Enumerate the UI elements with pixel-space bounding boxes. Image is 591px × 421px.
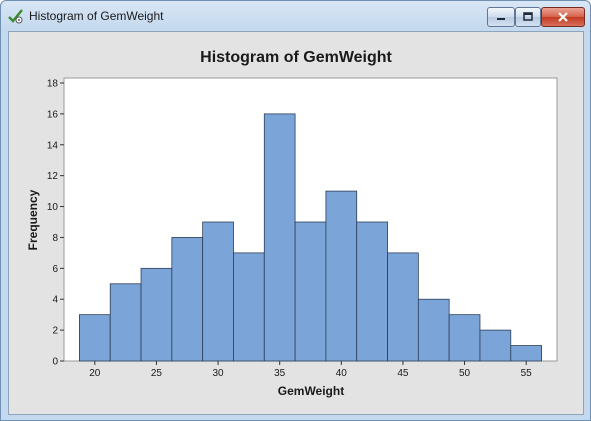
histogram-bar — [387, 252, 419, 362]
y-tick-label: 8 — [52, 233, 58, 244]
close-button[interactable] — [541, 7, 585, 27]
x-tick-label: 20 — [89, 368, 101, 379]
histogram-bar — [233, 252, 265, 362]
y-axis: 0 2 4 6 8 10 12 14 16 18 — [47, 79, 64, 368]
x-tick-label: 40 — [336, 368, 348, 379]
histogram-bar — [140, 267, 173, 362]
window-title: Histogram of GemWeight — [29, 9, 164, 23]
histogram-bar — [479, 329, 512, 362]
histogram-bar — [263, 113, 296, 362]
x-tick-label: 30 — [213, 368, 225, 379]
histogram-bar — [79, 314, 111, 362]
x-tick-label: 25 — [151, 368, 163, 379]
histogram-bar — [356, 221, 388, 362]
histogram-bar — [202, 221, 234, 362]
histogram-bar — [171, 237, 204, 362]
graph-client-area: Histogram of GemWeight 0 2 4 6 8 10 12 14 16 18 2… — [8, 31, 584, 415]
minimize-icon — [497, 18, 505, 20]
y-tick-label: 0 — [52, 357, 58, 368]
histogram-bar — [417, 298, 450, 362]
x-tick-label: 50 — [459, 368, 471, 379]
close-icon — [558, 12, 568, 22]
maximize-button[interactable] — [515, 7, 541, 27]
x-tick-label: 45 — [397, 368, 409, 379]
minimize-button[interactable] — [487, 7, 515, 27]
y-tick-label: 4 — [52, 295, 58, 306]
x-tick-label: 55 — [521, 368, 533, 379]
x-tick-label: 35 — [274, 368, 286, 379]
x-axis-label: GemWeight — [278, 384, 344, 398]
histogram-bar — [510, 345, 542, 362]
y-tick-label: 12 — [47, 171, 59, 182]
y-tick-label: 6 — [52, 264, 58, 275]
histogram-bar — [448, 314, 481, 362]
y-tick-label: 2 — [52, 326, 58, 337]
y-tick-label: 14 — [47, 140, 59, 151]
maximize-icon — [523, 12, 533, 21]
y-tick-label: 18 — [47, 79, 59, 90]
histogram-bar — [294, 221, 327, 362]
title-bar[interactable]: Histogram of GemWeight — [1, 1, 590, 31]
bars — [79, 113, 542, 362]
histogram-bar — [325, 190, 358, 362]
minitab-checkmark-icon — [8, 9, 23, 24]
y-axis-label: Frequency — [26, 189, 40, 250]
histogram-bar — [109, 283, 142, 362]
y-tick-label: 10 — [47, 202, 59, 213]
y-tick-label: 16 — [47, 109, 59, 120]
x-axis: 20 25 30 35 40 45 50 55 — [89, 361, 532, 379]
histogram-chart: Histogram of GemWeight 0 2 4 6 8 10 12 14 16 18 2… — [26, 49, 558, 398]
chart-title: Histogram of GemWeight — [200, 49, 392, 66]
